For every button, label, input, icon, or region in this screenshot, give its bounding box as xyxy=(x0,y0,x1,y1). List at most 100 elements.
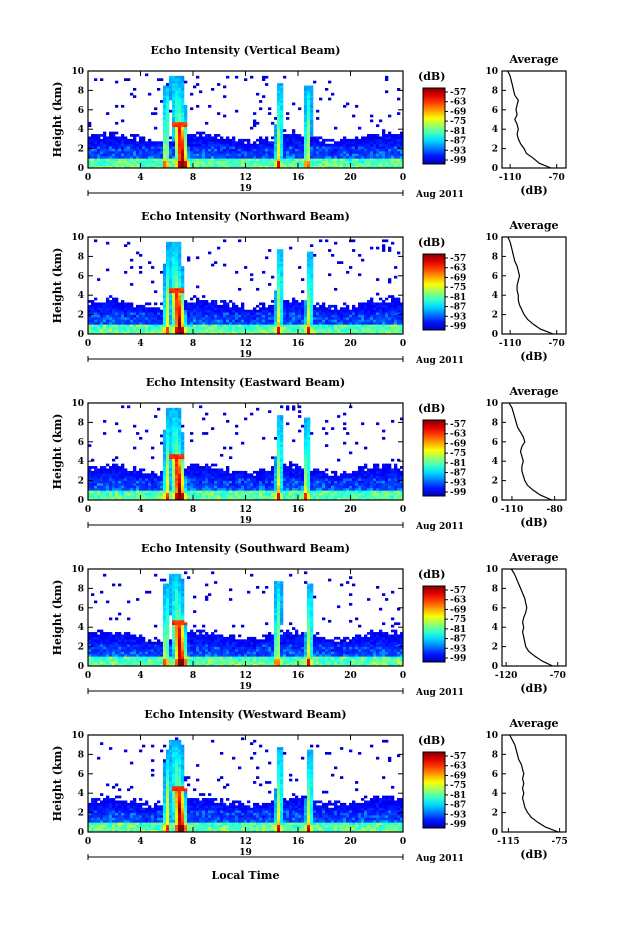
heatmap-cell xyxy=(142,478,146,481)
heatmap-cell xyxy=(121,473,125,477)
heatmap-cell xyxy=(304,483,308,486)
heatmap-cell xyxy=(334,158,338,162)
heatmap-cell xyxy=(283,495,287,498)
heatmap-cell xyxy=(193,475,197,479)
heatmap-cell xyxy=(181,126,185,130)
heatmap-cell xyxy=(232,324,236,328)
heatmap-cell xyxy=(334,483,338,486)
heatmap-cell xyxy=(391,321,395,325)
heatmap-cell xyxy=(316,312,320,315)
heatmap-cell xyxy=(307,492,311,496)
heatmap-cell xyxy=(391,480,395,484)
heatmap-cell xyxy=(97,309,101,313)
heatmap-cell xyxy=(166,321,170,325)
heatmap-cell xyxy=(142,483,146,486)
heatmap-cell xyxy=(220,143,224,147)
heatmap-cell xyxy=(346,319,350,323)
heatmap-cell xyxy=(265,307,269,311)
heatmap-cell xyxy=(151,112,155,115)
heatmap-cell xyxy=(175,141,179,145)
heatmap-cell xyxy=(346,138,350,142)
heatmap-cell xyxy=(256,317,260,320)
heatmap-cell xyxy=(343,326,347,330)
heatmap-cell xyxy=(175,290,179,294)
heatmap-cell xyxy=(193,146,197,149)
heatmap-cell xyxy=(88,329,92,332)
heatmap-cell xyxy=(295,492,299,496)
heatmap-cell xyxy=(400,475,404,479)
heatmap-cell xyxy=(178,141,182,145)
heatmap-cell xyxy=(136,492,140,496)
heatmap-cell xyxy=(106,468,110,472)
heatmap-cell xyxy=(334,146,338,149)
heatmap-cell xyxy=(112,155,116,159)
heatmap-cell xyxy=(166,244,170,247)
heatmap-cell xyxy=(211,155,215,159)
heatmap-cell xyxy=(313,487,317,491)
heatmap-cell xyxy=(304,492,308,496)
heatmap-cell xyxy=(139,266,143,269)
heatmap-cell xyxy=(199,131,203,135)
heatmap-cell xyxy=(226,148,230,152)
heatmap-cell xyxy=(280,165,284,169)
heatmap-cell xyxy=(310,107,314,111)
heatmap-cell xyxy=(169,295,173,298)
heatmap-cell xyxy=(199,136,203,140)
heatmap-cell xyxy=(334,148,338,152)
heatmap-cell xyxy=(280,104,284,108)
heatmap-cell xyxy=(352,307,356,311)
heatmap-cell xyxy=(382,249,386,252)
heatmap-cell xyxy=(250,143,254,147)
heatmap-cell xyxy=(271,312,275,315)
heatmap-cell xyxy=(178,100,182,103)
heatmap-cell xyxy=(154,490,158,494)
heatmap-cell xyxy=(139,480,143,484)
heatmap-cell xyxy=(283,136,287,140)
heatmap-cell xyxy=(91,163,95,166)
heatmap-cell xyxy=(178,314,182,318)
heatmap-cell xyxy=(214,492,218,496)
heatmap-cell xyxy=(355,492,359,496)
heatmap-cell xyxy=(199,483,203,486)
heatmap-cell xyxy=(241,314,245,318)
heatmap-cell xyxy=(97,490,101,494)
heatmap-cell xyxy=(310,114,314,118)
heatmap-cell xyxy=(352,148,356,152)
heatmap-cell xyxy=(199,321,203,325)
heatmap-cell xyxy=(211,148,215,152)
heatmap-cell xyxy=(202,468,206,472)
heatmap-cell xyxy=(367,165,371,169)
heatmap-cell xyxy=(286,485,290,489)
heatmap-cell xyxy=(217,160,221,164)
heatmap-cell xyxy=(154,483,158,486)
heatmap-cell xyxy=(163,266,167,269)
heatmap-cell xyxy=(91,473,95,477)
heatmap-cell xyxy=(145,158,149,162)
heatmap-cell xyxy=(235,470,239,474)
heatmap-cell xyxy=(169,92,173,96)
heatmap-cell xyxy=(91,138,95,142)
heatmap-cell xyxy=(145,302,149,306)
heatmap-cell xyxy=(226,146,230,149)
heatmap-cell xyxy=(145,312,149,315)
heatmap-cell xyxy=(304,138,308,142)
heatmap-cell xyxy=(277,280,281,284)
heatmap-cell xyxy=(343,475,347,479)
heatmap-cell xyxy=(106,268,110,272)
heatmap-cell xyxy=(181,319,185,323)
heatmap-cell xyxy=(277,473,281,477)
heatmap-cell xyxy=(130,163,134,166)
heatmap-cell xyxy=(397,321,401,325)
heatmap-cell xyxy=(217,473,221,477)
heatmap-cell xyxy=(178,461,182,464)
heatmap-cell xyxy=(331,487,335,491)
heatmap-cell xyxy=(304,466,308,469)
heatmap-cell xyxy=(175,278,179,281)
heatmap-cell xyxy=(118,309,122,313)
heatmap-cell xyxy=(196,146,200,149)
heatmap-cell xyxy=(325,307,329,311)
heatmap-cell xyxy=(367,307,371,311)
heatmap-cell xyxy=(166,87,170,91)
heatmap-cell xyxy=(295,314,299,318)
heatmap-cell xyxy=(205,487,209,491)
